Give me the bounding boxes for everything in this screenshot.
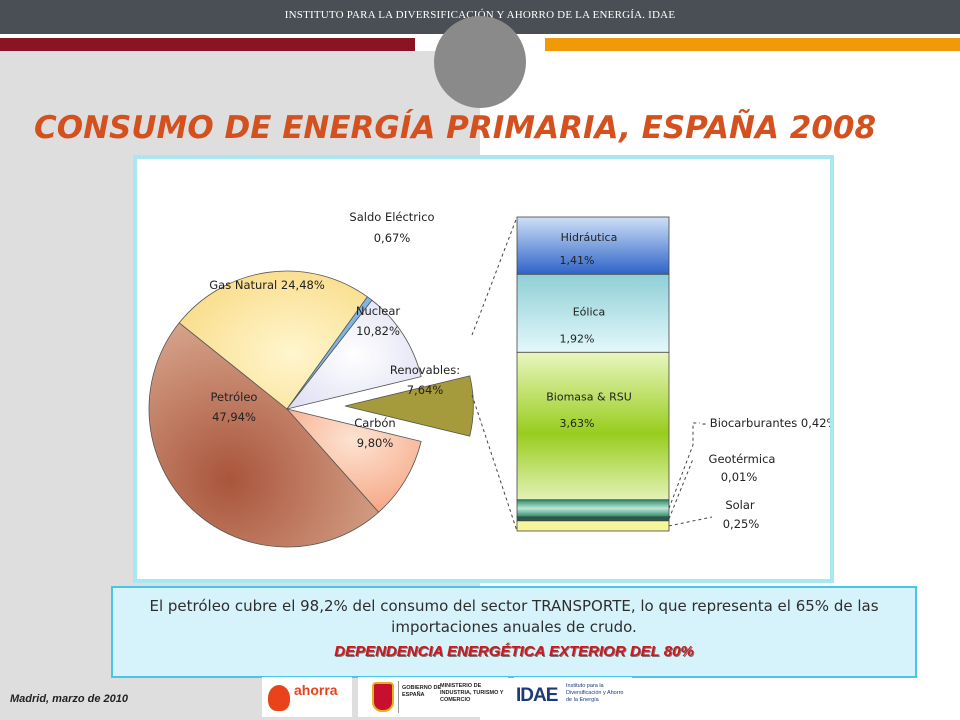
- pie-slice-renovables: [344, 375, 474, 437]
- label-biocarburantes: - Biocarburantes 0,42%: [702, 416, 830, 430]
- note-highlight: DEPENDENCIA ENERGÉTICA EXTERIOR DEL 80%: [334, 643, 694, 660]
- value-eolica: 1,92%: [560, 332, 595, 345]
- value-renovables: 7,64%: [407, 383, 444, 397]
- label-carbon: Carbón: [354, 416, 395, 430]
- pie-slice-nuclear: [285, 299, 422, 410]
- pie-slice-petroleo: [148, 322, 380, 548]
- leader-biocarburantes: [668, 422, 700, 509]
- accent-stripe-orange: [545, 38, 960, 51]
- value-nuclear: 10,82%: [356, 324, 400, 338]
- connector-top: [471, 216, 518, 336]
- label-eolica: Eólica: [573, 306, 606, 319]
- value-carbon: 9,80%: [357, 436, 394, 450]
- bar-segment-solar: [516, 520, 670, 532]
- bar-segment-geotermica: [516, 516, 670, 522]
- pie-slice-gas-natural: [178, 270, 368, 410]
- value-hidrautica: 1,41%: [560, 254, 595, 267]
- ahorra-text: ahorra: [294, 682, 338, 698]
- institute-name: INSTITUTO PARA LA DIVERSIFICACIÓN Y AHOR…: [284, 9, 676, 21]
- label-petroleo: Petróleo: [211, 390, 258, 404]
- footer-date: Madrid, marzo de 2010: [10, 693, 128, 705]
- gobierno-text: GOBIERNO DE ESPAÑA: [402, 685, 442, 698]
- connector-lines: [471, 216, 713, 532]
- renewables-stacked-bar: [516, 216, 670, 532]
- label-gas-natural: Gas Natural 24,48%: [209, 278, 325, 292]
- label-renovables: Renovables:: [390, 363, 460, 377]
- bar-segment-biocarburantes: [516, 499, 670, 518]
- label-biomasa-rsu: Biomasa & RSU: [546, 391, 632, 404]
- pie-chart: [148, 270, 474, 548]
- idae-text: IDAE: [516, 685, 558, 706]
- ministerio-text: MINISTERIO DE INDUSTRIA, TURISMO Y COMER…: [440, 683, 504, 703]
- bar-segment-eolica: [516, 273, 670, 353]
- value-geotermica: 0,01%: [721, 470, 758, 484]
- connector-bottom: [471, 394, 518, 532]
- coat-of-arms-icon: [372, 682, 394, 712]
- value-petroleo: 47,94%: [212, 410, 256, 424]
- accent-stripe-red: [0, 38, 415, 51]
- gobierno-logo: GOBIERNO DE ESPAÑA MINISTERIO DE INDUSTR…: [358, 677, 508, 717]
- value-solar: 0,25%: [723, 517, 760, 531]
- pie-slice-carbon: [285, 408, 422, 513]
- ahorra-energia-logo: ahorra: [262, 677, 352, 717]
- bar-segment-biomasa-rsu: [516, 351, 670, 501]
- leader-solar: [668, 516, 713, 527]
- note-box: El petróleo cubre el 98,2% del consumo d…: [111, 586, 917, 678]
- value-saldo-electrico: 0,67%: [374, 231, 411, 245]
- logo-divider: [398, 681, 399, 713]
- chart-labels: Petróleo 47,94% Gas Natural 24,48% Saldo El…: [209, 210, 837, 531]
- ahorra-hand-icon: [268, 685, 290, 711]
- label-nuclear: Nuclear: [356, 304, 401, 318]
- label-solar: Solar: [725, 498, 755, 512]
- label-saldo-electrico: Saldo Eléctrico: [349, 210, 434, 224]
- idae-sub-text: Instituto para la Diversificación y Ahor…: [566, 683, 624, 703]
- decorative-circle: [434, 16, 526, 108]
- label-hidrautica: Hidráutica: [561, 231, 618, 244]
- bar-segment-hidrautica: [516, 216, 670, 275]
- chart-frame: Petróleo 47,94% Gas Natural 24,48% Saldo El…: [133, 155, 838, 583]
- slide-title: CONSUMO DE ENERGÍA PRIMARIA, ESPAÑA 2008: [34, 110, 877, 146]
- label-geotermica: Geotérmica: [709, 452, 776, 466]
- value-biomasa-rsu: 3,63%: [560, 417, 595, 430]
- leader-geotermica: [668, 458, 694, 520]
- energy-chart: Petróleo 47,94% Gas Natural 24,48% Saldo El…: [148, 210, 838, 548]
- chart-area: Petróleo 47,94% Gas Natural 24,48% Saldo El…: [137, 159, 838, 579]
- note-text: El petróleo cubre el 98,2% del consumo d…: [149, 597, 879, 636]
- idae-logo: IDAE Instituto para la Diversificación y…: [514, 677, 632, 717]
- sponsor-logos: ahorra GOBIERNO DE ESPAÑA MINISTERIO DE …: [262, 677, 632, 720]
